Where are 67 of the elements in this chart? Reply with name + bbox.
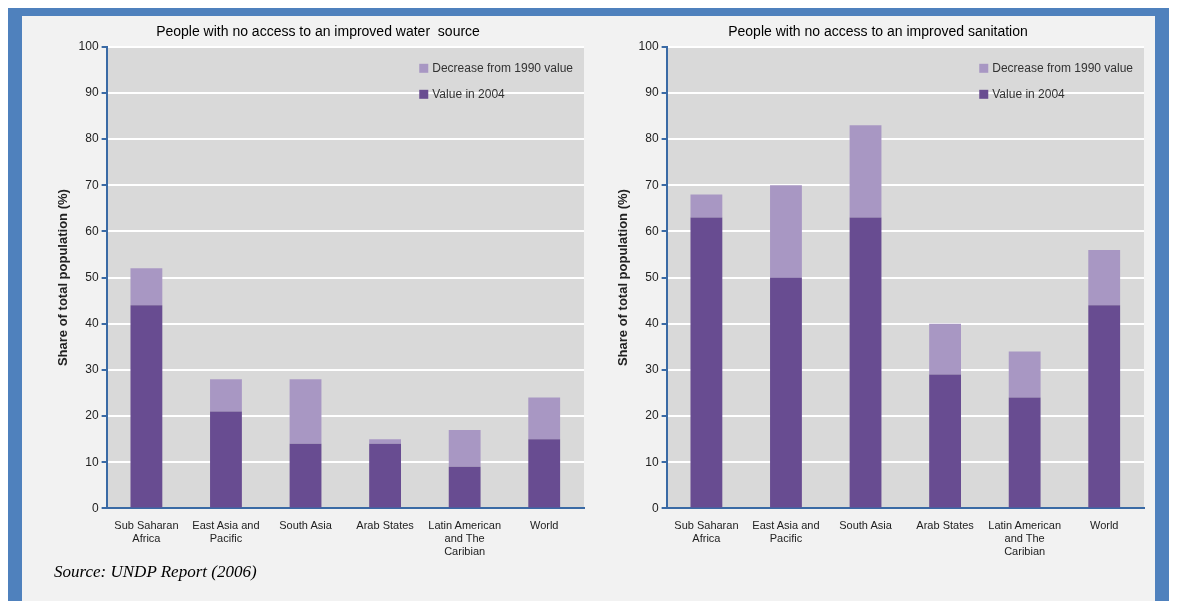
bar (1088, 249, 1121, 306)
bar (369, 443, 402, 508)
y-tick-label: 90 (85, 85, 99, 100)
chart-title: People with no access to an improved water source (156, 23, 481, 40)
y-tick-label: 80 (85, 131, 99, 146)
bar (369, 439, 402, 444)
x-tick-label: Latin American and The Caribian (988, 519, 1062, 558)
y-tick-label: 0 (91, 500, 99, 515)
y-tick-label: 10 (85, 454, 99, 469)
legend-label: Decrease from 1990 value (992, 61, 1134, 76)
bar (1088, 305, 1121, 508)
y-tick-label: 0 (651, 500, 659, 515)
y-tick-label: 30 (645, 362, 659, 377)
bar (289, 379, 322, 444)
y-tick-label: 100 (638, 39, 659, 54)
y-tick-label: 20 (85, 408, 99, 423)
y-tick-label: 40 (645, 316, 659, 331)
y-tick-label: 70 (85, 177, 99, 192)
bar (690, 217, 723, 508)
bar (929, 323, 962, 375)
y-axis-title: Share of total population (%) (55, 189, 71, 367)
y-tick-label: 50 (85, 269, 99, 284)
legend-label: Value in 2004 (992, 87, 1066, 102)
bar (448, 466, 481, 508)
x-tick-label: Arab States (916, 519, 975, 532)
y-tick-label: 60 (645, 223, 659, 238)
y-tick-label: 60 (85, 223, 99, 238)
source-note: Source: UNDP Report (2006) (54, 562, 258, 582)
x-tick-label: Arab States (356, 519, 415, 532)
bar (528, 397, 561, 440)
x-tick-label: South Asia (839, 519, 893, 532)
bar (1008, 351, 1041, 398)
y-tick-label: 50 (645, 269, 659, 284)
bar (130, 305, 163, 508)
x-tick-label: Sub Saharan Africa (674, 519, 739, 545)
x-tick-label: East Asia and Pacific (192, 519, 260, 545)
bar (130, 268, 163, 306)
x-tick-label: World (529, 519, 559, 532)
bar (289, 443, 322, 508)
y-tick-label: 40 (85, 316, 99, 331)
bar (210, 411, 242, 508)
x-tick-label: World (1089, 519, 1119, 532)
y-tick-label: 10 (645, 454, 659, 469)
bar (210, 379, 242, 412)
legend-label: Value in 2004 (432, 87, 506, 102)
x-tick-label: South Asia (279, 519, 333, 532)
y-tick-label: 80 (645, 131, 659, 146)
y-tick-label: 70 (645, 177, 659, 192)
bar (849, 125, 882, 218)
legend-label: Decrease from 1990 value (432, 61, 574, 76)
bar (929, 374, 962, 508)
bar (690, 194, 723, 218)
bar (1008, 397, 1041, 508)
bar (849, 217, 882, 508)
y-axis-title: Share of total population (%) (615, 189, 631, 367)
chart-title: People with no access to an improved sanitation (728, 23, 1028, 40)
bar (448, 429, 481, 467)
bar (770, 185, 802, 278)
x-tick-label: Sub Saharan Africa (114, 519, 179, 545)
y-tick-label: 30 (85, 362, 99, 377)
x-tick-label: Latin American and The Caribian (428, 519, 502, 558)
bar (770, 277, 802, 508)
bar (528, 439, 561, 508)
y-tick-label: 20 (645, 408, 659, 423)
y-tick-label: 90 (645, 85, 659, 100)
x-tick-label: East Asia and Pacific (752, 519, 820, 545)
y-tick-label: 100 (78, 39, 99, 54)
